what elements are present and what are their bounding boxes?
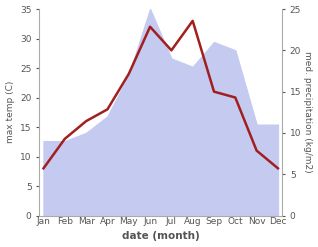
- Y-axis label: med. precipitation (kg/m2): med. precipitation (kg/m2): [303, 51, 313, 173]
- X-axis label: date (month): date (month): [122, 231, 200, 242]
- Y-axis label: max temp (C): max temp (C): [5, 81, 15, 144]
